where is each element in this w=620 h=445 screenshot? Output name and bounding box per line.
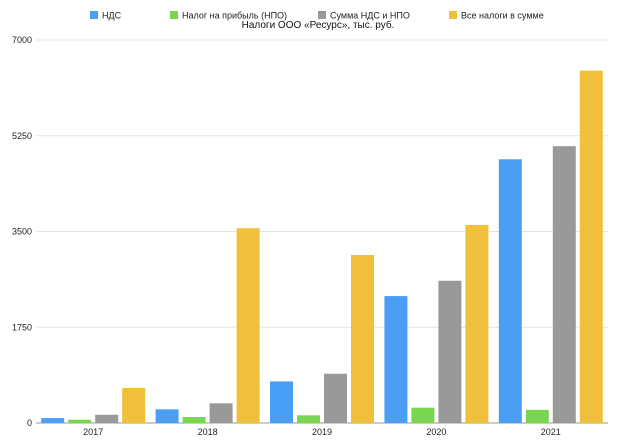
bar-все-налоги-в-сумме-2019 [351, 255, 374, 423]
y-tick-label: 1750 [12, 322, 32, 332]
x-tick-label: 2019 [312, 427, 332, 437]
bar-сумма-ндс-и-нпо-2018 [209, 403, 233, 423]
bar-все-налоги-в-сумме-2021 [579, 70, 603, 423]
bar-налог-на-прибыль-нпо--2019 [297, 415, 320, 423]
bar-ндс-2018 [155, 409, 179, 423]
legend-swatch [449, 11, 457, 19]
bar-налог-на-прибыль-нпо--2017 [68, 419, 92, 423]
x-axis: 2017 2018 2019 2020 2021 [83, 427, 561, 437]
y-axis: 0 1750 3500 5250 7000 [12, 35, 32, 428]
bar-ндс-2017 [41, 418, 65, 423]
x-tick-label: 2017 [83, 427, 103, 437]
legend-label: Все налоги в сумме [461, 11, 544, 21]
y-tick-label: 0 [27, 418, 32, 428]
legend-swatch [170, 11, 178, 19]
legend-label: Налог на прибыль (НПО) [182, 11, 287, 21]
legend-swatch [318, 11, 326, 19]
bar-все-налоги-в-сумме-2018 [236, 228, 260, 423]
legend-label: НДС [102, 11, 122, 21]
y-tick-label: 7000 [12, 35, 32, 45]
legend-item: Все налоги в сумме [449, 11, 544, 21]
x-tick-label: 2021 [541, 427, 561, 437]
bar-все-налоги-в-сумме-2017 [122, 387, 146, 423]
x-tick-label: 2020 [426, 427, 446, 437]
chart-title: Налоги ООО «Ресурс», тыс. руб. [242, 19, 395, 31]
bars [41, 70, 603, 423]
bar-все-налоги-в-сумме-2020 [465, 224, 489, 423]
bar-налог-на-прибыль-нпо--2020 [411, 407, 435, 423]
bar-ндс-2020 [384, 296, 408, 423]
bar-ндс-2021 [498, 159, 522, 423]
bar-сумма-ндс-и-нпо-2020 [438, 280, 462, 423]
legend-swatch [90, 11, 98, 19]
legend-label: Сумма НДС и НПО [330, 11, 410, 21]
bar-сумма-ндс-и-нпо-2019 [324, 373, 347, 423]
legend-item: Налог на прибыль (НПО) [170, 11, 287, 21]
bar-налог-на-прибыль-нпо--2021 [525, 409, 549, 423]
bar-ндс-2019 [270, 381, 293, 423]
bar-сумма-ндс-и-нпо-2021 [552, 146, 576, 423]
bar-сумма-ндс-и-нпо-2017 [95, 414, 119, 423]
legend-item: НДС [90, 11, 122, 21]
legend: НДС Налог на прибыль (НПО) Сумма НДС и НПО… [90, 11, 544, 21]
y-tick-label: 5250 [12, 131, 32, 141]
x-tick-label: 2018 [198, 427, 218, 437]
legend-item: Сумма НДС и НПО [318, 11, 410, 21]
bar-налог-на-прибыль-нпо--2018 [182, 416, 206, 423]
gridlines [36, 39, 608, 424]
y-tick-label: 3500 [12, 227, 32, 237]
